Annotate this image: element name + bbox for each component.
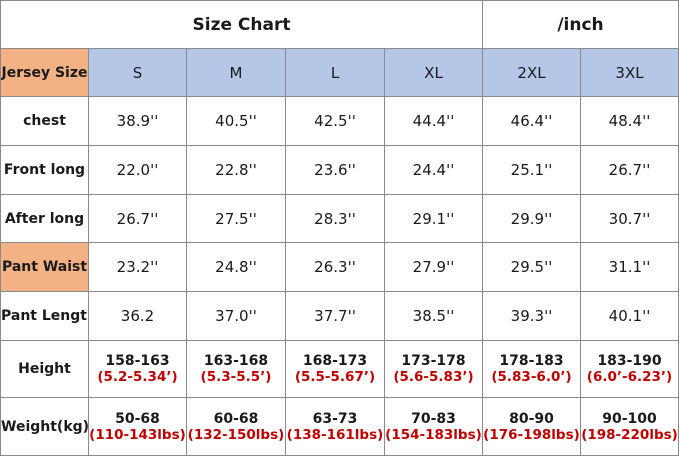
weight-imperial: (176-198lbs): [483, 426, 580, 443]
height-metric: 183-190: [597, 353, 662, 369]
value-cell: 80-90 (176-198lbs): [482, 397, 581, 456]
value-cell: 25.1'': [482, 145, 581, 195]
value-cell: 63-73 (138-161lbs): [285, 397, 385, 456]
value-cell: 23.6'': [285, 145, 385, 195]
value-cell: 22.0'': [88, 145, 187, 195]
value-cell: 36.2: [88, 291, 187, 341]
row-chest: chest 38.9'' 40.5'' 42.5'' 44.4'' 46.4'' 48.4'…: [0, 96, 679, 146]
height-metric: 163-168: [203, 353, 269, 369]
value-cell: 163-168 (5.3-5.5’): [186, 340, 286, 398]
row-label-height: Height: [0, 340, 89, 398]
value-cell: 39.3'': [482, 291, 581, 341]
value-cell: 24.4'': [384, 145, 483, 195]
row-after-long: After long 26.7'' 27.5'' 28.3'' 29.1'' 29.9''…: [0, 194, 679, 243]
row-pant-length: Pant Length 36.2 37.0'' 37.7'' 38.5'' 39.3'' 4…: [0, 291, 679, 341]
height-metric: 173-178: [401, 353, 466, 369]
weight-imperial: (110-143lbs): [89, 426, 186, 443]
value-cell: 37.7'': [285, 291, 385, 341]
row-label-after-long: After long: [0, 194, 89, 243]
weight-metric: 50-68: [115, 410, 160, 427]
value-cell: 48.4'': [579, 96, 679, 146]
value-cell: 38.9'': [88, 96, 187, 146]
row-front-long: Front long 22.0'' 22.8'' 23.6'' 24.4'' 25.1''…: [0, 145, 679, 195]
weight-imperial: (132-150lbs): [187, 426, 285, 443]
value-cell: 29.9'': [482, 194, 581, 243]
value-cell: 70-83 (154-183lbs): [384, 397, 483, 456]
height-imperial: (5.5-5.67’): [294, 369, 376, 385]
row-label-chest: chest: [0, 96, 89, 146]
value-cell: 26.3'': [285, 242, 385, 292]
value-cell: 26.7'': [88, 194, 187, 243]
row-label-jersey-size: Jersey Size: [0, 48, 89, 97]
value-cell: 44.4'': [384, 96, 483, 146]
row-label-pant-length: Pant Length: [0, 291, 89, 341]
value-cell: 173-178 (5.6-5.83’): [384, 340, 483, 398]
value-cell: 27.9'': [384, 242, 483, 292]
weight-imperial: (154-183lbs): [385, 426, 482, 443]
value-cell: 46.4'': [482, 96, 581, 146]
weight-metric: 63-73: [312, 410, 358, 427]
value-cell: 30.7'': [579, 194, 679, 243]
value-cell: 178-183 (5.83-6.0’): [482, 340, 581, 398]
value-cell: 29.1'': [384, 194, 483, 243]
value-cell: 40.1'': [579, 291, 679, 341]
height-imperial: (5.2-5.34’): [97, 369, 178, 385]
weight-metric: 80-90: [509, 410, 554, 427]
height-imperial: (5.6-5.83’): [393, 369, 474, 385]
value-cell: 42.5'': [285, 96, 385, 146]
unit-label: /inch: [481, 0, 679, 49]
row-label-front-long: Front long: [0, 145, 89, 195]
row-pant-waist: Pant Waist 23.2'' 24.8'' 26.3'' 27.9'' 29.5''…: [0, 242, 679, 292]
height-imperial: (5.83-6.0’): [491, 369, 572, 385]
value-cell: 50-68 (110-143lbs): [88, 397, 187, 456]
size-header-s: S: [88, 48, 187, 97]
value-cell: 60-68 (132-150lbs): [186, 397, 286, 456]
value-cell: 183-190 (6.0’-6.23’): [579, 340, 679, 398]
value-cell: 158-163 (5.2-5.34’): [88, 340, 187, 398]
value-cell: 38.5'': [384, 291, 483, 341]
chart-title: Size Chart: [0, 0, 483, 49]
size-header-3xl: 3XL: [579, 48, 679, 97]
size-row: Jersey Size S M L XL 2XL 3XL: [0, 48, 679, 97]
size-header-l: L: [285, 48, 385, 97]
value-cell: 24.8'': [186, 242, 286, 292]
value-cell: 23.2'': [88, 242, 187, 292]
weight-imperial: (198-220lbs): [581, 426, 678, 443]
value-cell: 37.0'': [186, 291, 286, 341]
size-header-m: M: [186, 48, 286, 97]
height-imperial: (6.0’-6.23’): [586, 369, 673, 385]
weight-metric: 60-68: [213, 410, 259, 427]
value-cell: 40.5'': [186, 96, 286, 146]
value-cell: 27.5'': [186, 194, 286, 243]
value-cell: 22.8'': [186, 145, 286, 195]
value-cell: 26.7'': [579, 145, 679, 195]
header-row: Size Chart /inch: [0, 0, 679, 49]
row-label-weight: Weight(kg): [0, 397, 89, 456]
value-cell: 29.5'': [482, 242, 581, 292]
size-header-xl: XL: [384, 48, 483, 97]
weight-metric: 70-83: [411, 410, 456, 427]
value-cell: 90-100 (198-220lbs): [579, 397, 679, 456]
weight-metric: 90-100: [602, 410, 657, 427]
weight-imperial: (138-161lbs): [286, 426, 384, 443]
value-cell: 31.1'': [579, 242, 679, 292]
size-header-2xl: 2XL: [482, 48, 581, 97]
height-metric: 158-163: [105, 353, 170, 369]
height-metric: 178-183: [499, 353, 564, 369]
row-label-pant-waist: Pant Waist: [0, 242, 89, 292]
row-height: Height 158-163 (5.2-5.34’) 163-168 (5.3-5.5’…: [0, 340, 679, 398]
value-cell: 168-173 (5.5-5.67’): [285, 340, 385, 398]
value-cell: 28.3'': [285, 194, 385, 243]
row-weight: Weight(kg) 50-68 (110-143lbs) 60-68 (132-150…: [0, 397, 679, 456]
height-metric: 168-173: [302, 353, 368, 369]
height-imperial: (5.3-5.5’): [200, 369, 272, 385]
